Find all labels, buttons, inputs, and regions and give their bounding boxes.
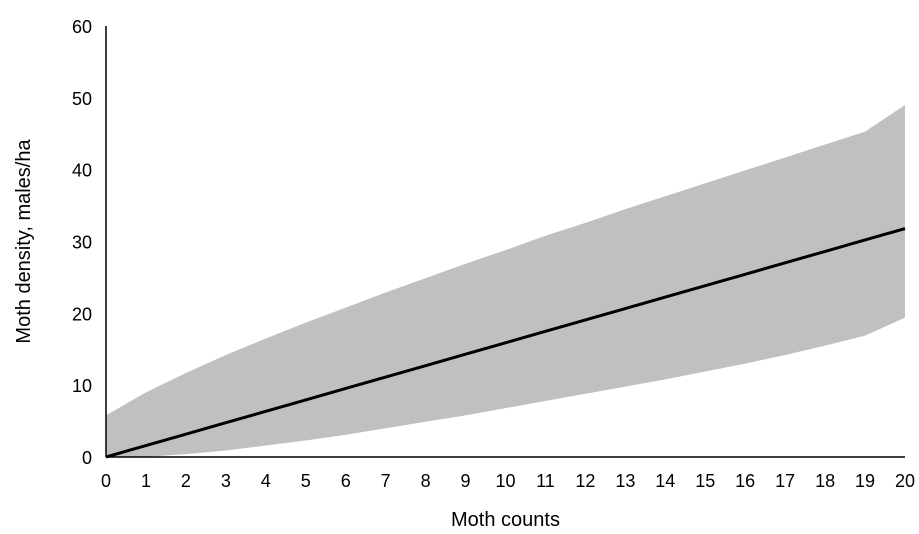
x-tick-labels: 0 1 2 3 4 5 6 7 8 9 10 11 12 13 14 15 16 17 18 19 20	[101, 471, 915, 491]
x-tick-label: 18	[815, 471, 835, 491]
x-tick-label: 15	[695, 471, 715, 491]
x-tick-label: 5	[301, 471, 311, 491]
x-tick-label: 6	[341, 471, 351, 491]
y-tick-label: 30	[72, 233, 92, 253]
x-tick-label: 1	[141, 471, 151, 491]
x-tick-label: 0	[101, 471, 111, 491]
x-tick-label: 2	[181, 471, 191, 491]
x-tick-label: 13	[615, 471, 635, 491]
x-axis-title: Moth counts	[451, 509, 560, 531]
x-tick-label: 14	[655, 471, 675, 491]
x-tick-label: 4	[261, 471, 271, 491]
x-tick-label: 8	[421, 471, 431, 491]
y-tick-label: 20	[72, 304, 92, 324]
x-tick-label: 7	[381, 471, 391, 491]
y-axis-title: Moth density, males/ha	[13, 139, 35, 344]
x-tick-label: 17	[775, 471, 795, 491]
x-tick-label: 3	[221, 471, 231, 491]
y-tick-label: 40	[72, 161, 92, 181]
x-tick-label: 11	[536, 471, 555, 491]
confidence-band	[106, 105, 905, 458]
y-tick-label: 10	[72, 376, 92, 396]
x-tick-label: 9	[461, 471, 471, 491]
x-tick-label: 12	[575, 471, 595, 491]
fitted-line	[105, 227, 906, 459]
y-tick-labels: 0 10 20 30 40 50 60	[72, 17, 92, 468]
x-tick-label: 16	[735, 471, 755, 491]
y-tick-label: 60	[72, 17, 92, 37]
x-tick-label: 19	[855, 471, 875, 491]
y-tick-label: 50	[72, 89, 92, 109]
plot-area	[105, 105, 906, 459]
y-tick-label: 0	[82, 448, 92, 468]
axes	[105, 26, 905, 458]
x-tick-label: 20	[895, 471, 915, 491]
x-tick-label: 10	[495, 471, 515, 491]
